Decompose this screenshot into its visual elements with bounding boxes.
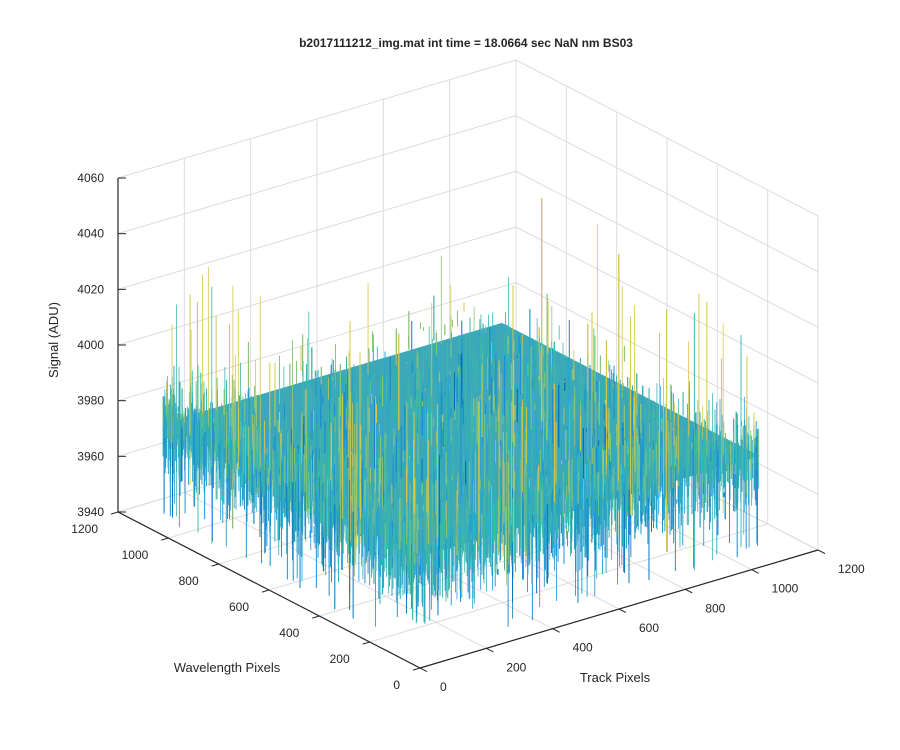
back-wall-gridline: [117, 170, 517, 290]
surface-plot: [162, 198, 760, 627]
floor-gridline: [369, 523, 768, 643]
floor-gridline: [319, 497, 718, 617]
side-wall-gridline: [515, 282, 819, 440]
back-wall-gridline: [117, 226, 517, 346]
back-wall-gridline: [117, 59, 517, 179]
side-wall-gridline: [515, 226, 819, 384]
side-wall-gridline: [515, 59, 819, 217]
back-wall-gridline: [117, 115, 517, 235]
back-wall-gridline: [117, 282, 517, 402]
side-wall-gridline: [515, 170, 819, 328]
side-wall-gridline: [515, 115, 819, 273]
